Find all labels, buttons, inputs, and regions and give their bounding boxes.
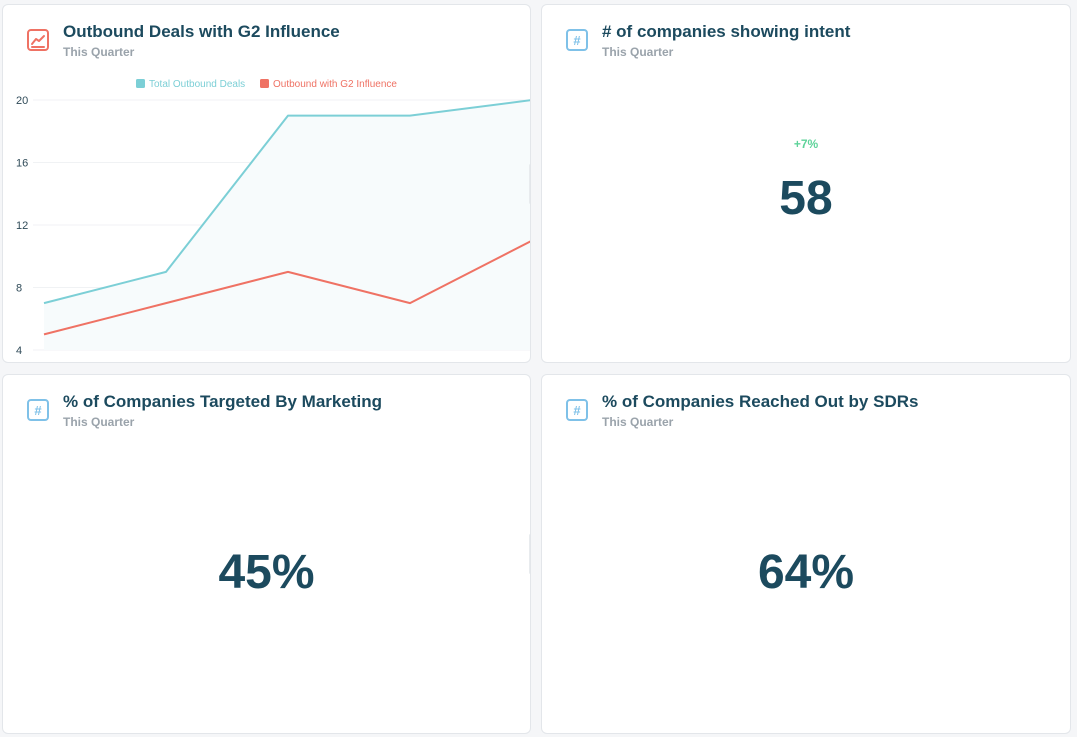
y-tick-label: 8 [16,283,22,295]
y-tick-label: 12 [16,220,28,232]
legend-swatch [136,79,145,88]
card-subtitle: This Quarter [63,415,135,429]
resize-handle[interactable] [529,534,530,574]
intent-card: # # of companies showing intent This Qua… [541,4,1071,363]
y-tick-label: 16 [16,158,28,170]
marketing-card: # % of Companies Targeted By Marketing T… [2,374,531,734]
y-tick-label: 20 [16,95,28,107]
sdr-card: # % of Companies Reached Out by SDRs Thi… [541,374,1071,734]
line-chart-icon [25,27,51,53]
card-title: % of Companies Targeted By Marketing [63,392,382,411]
hash-icon: # [25,397,51,423]
series-line-g2-influence[interactable] [43,240,531,336]
card-subtitle: This Quarter [602,415,674,429]
change-badge: +7% [793,137,819,151]
svg-text:#: # [573,403,581,418]
card-subtitle: This Quarter [63,45,135,59]
svg-text:#: # [34,403,42,418]
card-title: % of Companies Reached Out by SDRs [602,392,919,411]
series-area [44,100,530,350]
kpi-value: 64% [757,546,855,599]
card-title: Outbound Deals with G2 Influence [63,22,340,41]
hash-icon: # [564,397,590,423]
outbound-deals-card: Outbound Deals with G2 Influence This Qu… [2,4,531,363]
resize-handle[interactable] [529,163,530,204]
card-title: # of companies showing intent [602,22,851,41]
card-subtitle: This Quarter [602,45,674,59]
legend-swatch [260,79,269,88]
series-line-total-outbound[interactable] [43,99,531,305]
hash-icon: # [564,27,590,53]
legend-label[interactable]: Outbound with G2 Influence [273,79,397,90]
line-chart: 20 16 12 8 4 Total Outbound Deals Outbound wi… [16,79,531,357]
kpi-value: 58 [779,172,833,225]
kpi-value: 45% [218,546,315,599]
svg-text:#: # [573,33,581,48]
y-tick-label: 4 [16,345,22,357]
legend-label[interactable]: Total Outbound Deals [149,79,245,90]
